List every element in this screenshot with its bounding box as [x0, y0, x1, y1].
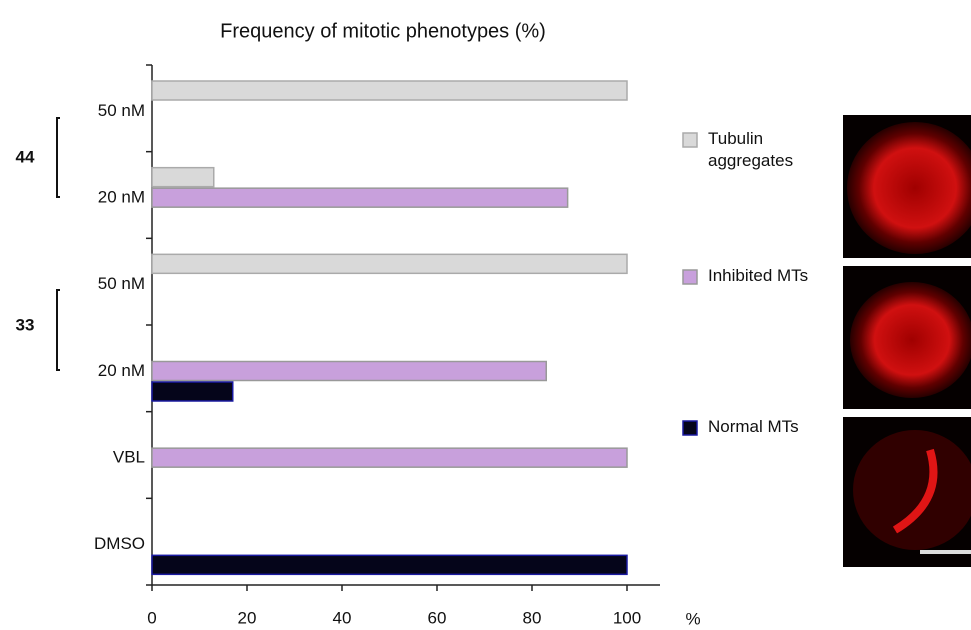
y-tick-label: 50 nM: [98, 101, 145, 120]
bar: [151, 253, 628, 275]
legend-label: Inhibited MTs: [708, 266, 809, 285]
y-tick-label: DMSO: [94, 534, 145, 553]
y-tick-label: 50 nM: [98, 274, 145, 293]
bar: [151, 187, 569, 208]
chart-title: Frequency of mitotic phenotypes (%): [220, 20, 546, 42]
group-label: 33: [16, 315, 35, 334]
x-tick-label: 100: [613, 608, 641, 627]
bar: [151, 166, 215, 188]
x-tick-label: 0: [147, 608, 156, 627]
x-axis-label: %: [685, 609, 700, 628]
x-tick-label: 40: [333, 608, 352, 627]
x-tick-label: 60: [428, 608, 447, 627]
group-bracket: [56, 117, 60, 198]
legend-label: Tubulin aggregates: [708, 129, 794, 170]
x-tick-label: 80: [523, 608, 542, 627]
y-tick-label: 20 nM: [98, 187, 145, 206]
cell: [847, 122, 971, 254]
bar: [151, 554, 628, 576]
group-label: 44: [16, 147, 35, 166]
spindle: [892, 448, 938, 534]
y-tick-label: VBL: [113, 447, 145, 466]
legend-swatch: [682, 132, 698, 148]
cell: [850, 282, 971, 398]
x-tick-label: 20: [238, 608, 257, 627]
cell: [853, 430, 971, 550]
bar: [151, 360, 547, 382]
y-tick-label: 20 nM: [98, 361, 145, 380]
legend-swatch: [682, 269, 698, 285]
bar: [151, 447, 628, 468]
bar: [151, 381, 234, 402]
group-bracket: [56, 289, 60, 371]
micrographs: [843, 115, 971, 567]
bar: [151, 80, 628, 101]
legend-swatch: [682, 420, 698, 436]
legend-label: Normal MTs: [708, 417, 799, 436]
